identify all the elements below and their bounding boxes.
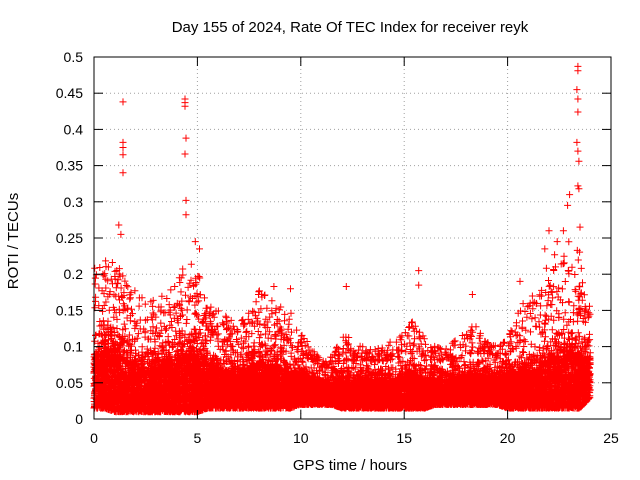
y-tick-label: 0.3 (64, 194, 84, 210)
x-tick-label: 10 (293, 430, 309, 446)
y-tick-label: 0.25 (56, 230, 83, 246)
chart-title: Day 155 of 2024, Rate Of TEC Index for r… (172, 19, 529, 36)
y-tick-label: 0.15 (56, 302, 83, 318)
x-tick-labels: 0 5 10 15 20 25 (90, 430, 619, 446)
y-tick-label: 0.1 (64, 339, 84, 355)
y-tick-labels: 0 0.05 0.1 0.15 0.2 0.25 0.3 0.35 0.4 0.45 0.5 (56, 49, 83, 427)
y-tick-label: 0.45 (56, 85, 83, 101)
y-tick-label: 0 (75, 411, 83, 427)
y-tick-label: 0.5 (64, 49, 84, 65)
roti-markers (90, 62, 594, 416)
x-tick-label: 20 (500, 430, 516, 446)
data-points (90, 62, 594, 416)
x-tick-label: 5 (194, 430, 202, 446)
y-tick-label: 0.4 (64, 121, 84, 137)
grid-lines (94, 57, 611, 419)
y-tick-label: 0.2 (64, 266, 84, 282)
y-tick-label: 0.35 (56, 158, 83, 174)
y-axis-label: ROTI / TECUs (5, 193, 22, 289)
y-tick-label: 0.05 (56, 375, 83, 391)
x-tick-label: 15 (396, 430, 412, 446)
axis-ticks (93, 56, 612, 420)
x-axis-label: GPS time / hours (293, 457, 407, 474)
x-tick-label: 25 (603, 430, 619, 446)
x-tick-label: 0 (90, 430, 98, 446)
